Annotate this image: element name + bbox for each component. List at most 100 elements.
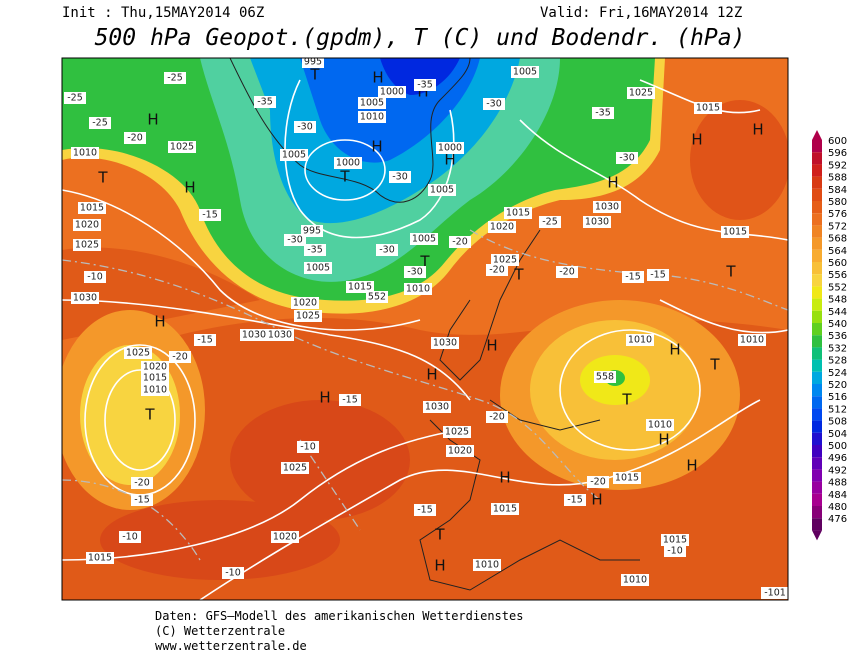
label-box — [593, 201, 621, 213]
label-box — [240, 329, 268, 341]
contour-label: -15 — [625, 272, 641, 283]
contour-label: 1030 — [73, 293, 97, 304]
init-time: Init : Thu,15MAY2014 06Z — [62, 5, 264, 21]
coastline — [229, 58, 471, 203]
colorbar-swatch — [812, 323, 822, 336]
label-box — [358, 97, 386, 109]
isobar — [62, 299, 471, 401]
pressure-center: H — [371, 138, 382, 156]
colorbar-swatch — [812, 237, 822, 250]
label-box — [488, 221, 516, 233]
label-box — [266, 329, 294, 341]
contour-label: 1010 — [475, 560, 499, 571]
label-box — [141, 372, 169, 384]
colorbar-swatch — [812, 493, 822, 506]
label-box — [664, 545, 686, 557]
label-box — [301, 225, 323, 237]
colorbar-label: 516 — [828, 392, 847, 403]
colorbar-label: 572 — [828, 221, 847, 232]
contour-label: -35 — [595, 108, 611, 119]
contour-label: -20 — [172, 352, 188, 363]
colorbar-label: 496 — [828, 453, 847, 464]
label-box — [254, 96, 276, 108]
pressure-center: H — [372, 69, 383, 87]
colorbar-swatch — [812, 140, 822, 153]
contour-label: 1030 — [433, 338, 457, 349]
contour-label: -20 — [489, 265, 505, 276]
colorbar-label: 564 — [828, 246, 847, 257]
label-box — [71, 147, 99, 159]
colorbar-label: 528 — [828, 356, 847, 367]
pressure-center: H — [591, 491, 602, 509]
contour-label: 1025 — [629, 88, 653, 99]
pressure-center: H — [486, 337, 497, 355]
label-box — [131, 494, 153, 506]
label-box — [539, 216, 561, 228]
label-box — [446, 445, 474, 457]
pressure-center: H — [154, 313, 165, 331]
label-box — [613, 472, 641, 484]
label-box — [594, 371, 616, 383]
contour-label: -10 — [122, 532, 138, 543]
contour-label: 1000 — [380, 87, 404, 98]
colorbar-swatch — [812, 481, 822, 494]
colorbar-arrow-bottom — [812, 530, 822, 541]
label-box — [304, 244, 326, 256]
colorbar-label: 500 — [828, 441, 847, 452]
label-box — [199, 209, 221, 221]
label-box — [627, 87, 655, 99]
contour-label: 1010 — [648, 420, 672, 431]
label-box — [164, 72, 186, 84]
colorbar-label: 540 — [828, 319, 847, 330]
pressure-center: T — [725, 263, 736, 281]
pressure-center: H — [434, 557, 445, 575]
contour-label: 1015 — [88, 553, 112, 564]
pressure-center: H — [444, 151, 455, 169]
contour-label: -20 — [134, 478, 150, 489]
contour-label: 1020 — [448, 446, 472, 457]
contour-label: 552 — [368, 292, 386, 303]
colorbar-label: 596 — [828, 148, 847, 159]
contour-label: -20 — [127, 133, 143, 144]
label-box — [86, 552, 114, 564]
label-box — [141, 384, 169, 396]
pressure-center: H — [658, 431, 669, 449]
label-box — [449, 236, 471, 248]
contour-label: 1000 — [438, 143, 462, 154]
contour-label: 1005 — [412, 234, 436, 245]
colorbar-swatch — [812, 274, 822, 287]
contour-label: 1010 — [406, 284, 430, 295]
colorbar-swatch — [812, 432, 822, 445]
contour-label: -15 — [417, 505, 433, 516]
label-box — [124, 132, 146, 144]
label-box — [646, 419, 674, 431]
label-box — [294, 310, 322, 322]
warm-core — [100, 500, 340, 580]
colorbar-swatch — [812, 298, 822, 311]
label-box — [73, 239, 101, 251]
colorbar-label: 476 — [828, 514, 847, 525]
colorbar-swatch — [812, 188, 822, 201]
label-box — [281, 462, 309, 474]
label-box — [436, 142, 464, 154]
contour-label: -101 — [764, 588, 786, 599]
label-box — [647, 269, 669, 281]
label-box — [486, 264, 508, 276]
trough-core — [380, 58, 460, 95]
footer-url: www.wetterzentrale.de — [155, 639, 307, 653]
label-box — [504, 207, 532, 219]
colorbar-label: 552 — [828, 282, 847, 293]
label-box — [302, 58, 324, 68]
contour-label: -20 — [590, 477, 606, 488]
pressure-center: H — [691, 131, 702, 149]
contour-label: 1030 — [268, 330, 292, 341]
colorbar-swatch — [812, 420, 822, 433]
colorbar-swatch — [812, 445, 822, 458]
label-box — [622, 271, 644, 283]
label-box — [592, 107, 614, 119]
colorbar-label: 484 — [828, 490, 847, 501]
pressure-center: H — [319, 389, 330, 407]
colorbar-swatch — [812, 506, 822, 519]
pressure-center: H — [426, 366, 437, 384]
